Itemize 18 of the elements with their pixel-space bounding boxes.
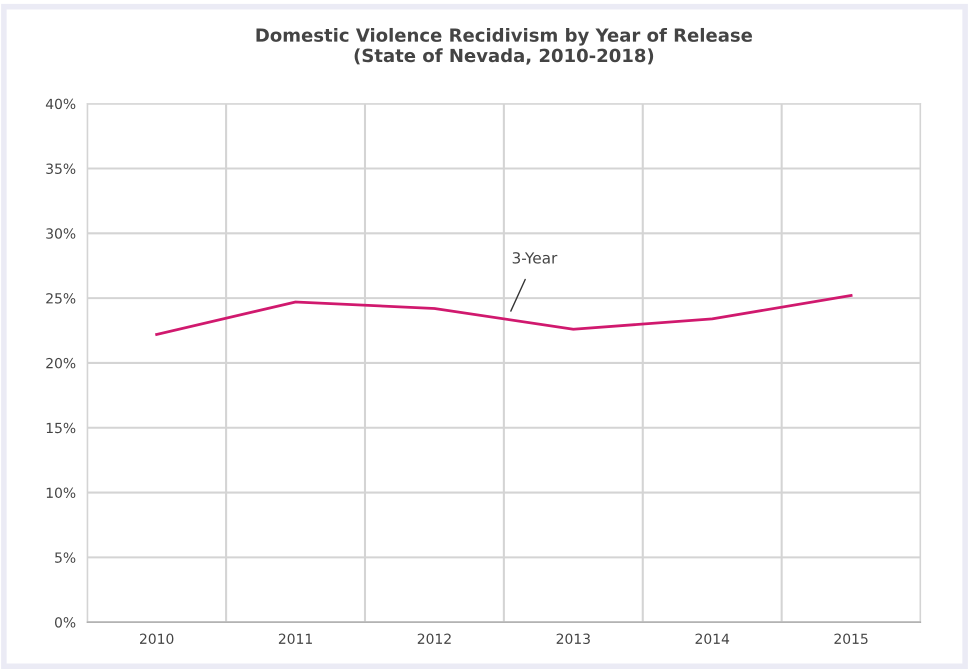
y-tick-label: 40% (46, 98, 76, 110)
x-tick-label: 2014 (696, 634, 730, 644)
y-tick-label: 35% (46, 163, 76, 174)
y-tick-label: 0% (54, 617, 76, 628)
x-tick-label: 2012 (418, 634, 451, 644)
chart-title: Domestic Violence Recidivism by Year of Release (State of Nevada, 2010-2018) (256, 28, 752, 65)
y-tick-label: 15% (46, 422, 76, 434)
text: 3-Year (512, 252, 558, 264)
y-tick-label: 25% (46, 293, 76, 304)
y-tick-label: 5% (55, 552, 76, 563)
x-tick-label: 2010 (140, 634, 174, 644)
x-tick-label: 2015 (834, 634, 868, 644)
x-tick-label: 2011 (278, 634, 312, 644)
y-tick-label: 20% (46, 358, 76, 368)
y-tick-label: 10% (46, 488, 76, 498)
line-series (155, 294, 852, 336)
x-tick-label: 2013 (556, 634, 590, 644)
y-tick-label: 30% (46, 228, 76, 239)
